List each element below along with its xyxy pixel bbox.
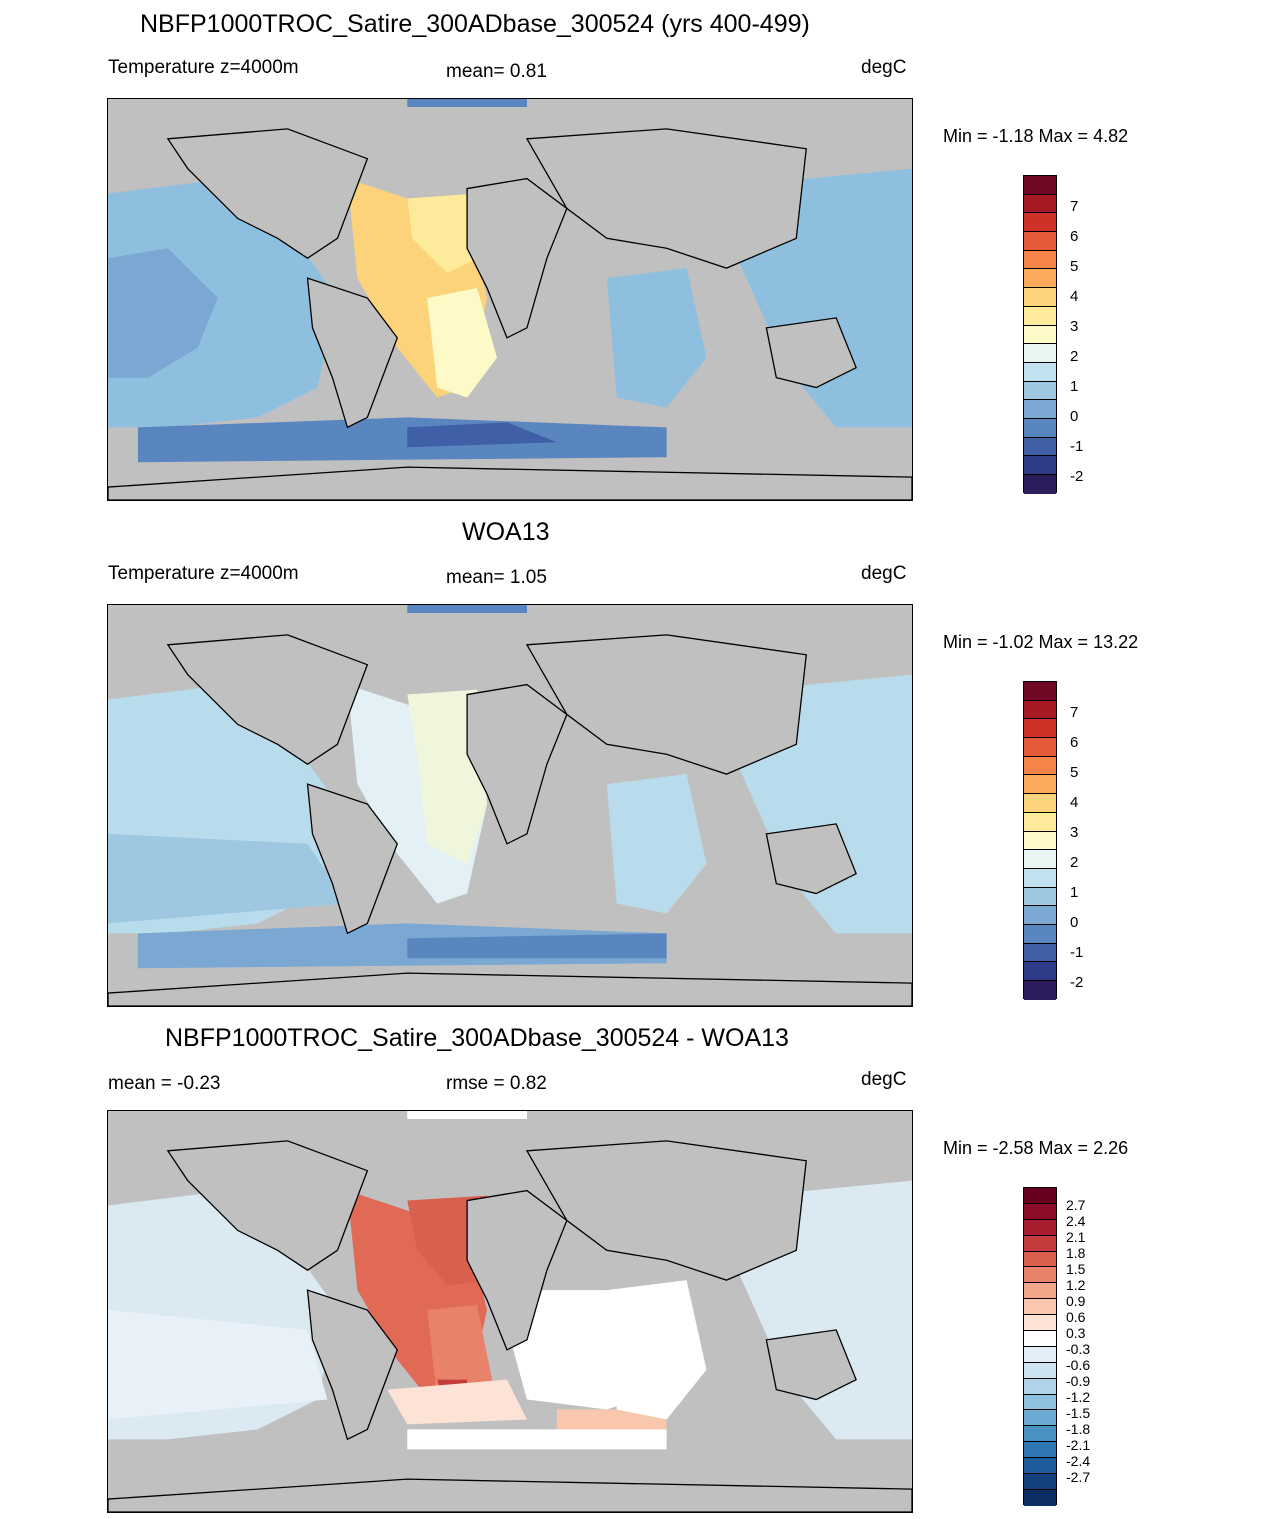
panel2-map xyxy=(107,604,913,1007)
panel2-title: WOA13 xyxy=(462,518,550,546)
panel3-units-label: degC xyxy=(861,1069,907,1090)
panel1-colorbar-tick: 1 xyxy=(1070,378,1079,395)
panel1-mean-label: mean= 0.81 xyxy=(446,61,547,82)
panel3-map xyxy=(107,1110,913,1513)
panel1-minmax-label: Min = -1.18 Max = 4.82 xyxy=(943,126,1129,146)
panel1-colorbar-tick: 3 xyxy=(1070,318,1079,335)
panel2-colorbar-tick: 6 xyxy=(1070,734,1079,751)
panel3-colorbar-tick: -2.7 xyxy=(1066,1469,1091,1485)
panel2-variable-label: Temperature z=4000m xyxy=(108,563,299,584)
panel2-colorbar-tick: 2 xyxy=(1070,854,1079,871)
panel2-units-label: degC xyxy=(861,563,907,584)
panel2-colorbar-tick: -2 xyxy=(1070,974,1084,991)
panel3-colorbar-tick: 2.4 xyxy=(1066,1213,1086,1229)
panel2-colorbar-tick: -1 xyxy=(1070,944,1084,961)
panel3-colorbar-tick: 0.6 xyxy=(1066,1309,1086,1325)
panel1-colorbar-tick: 6 xyxy=(1070,228,1079,245)
panel2-colorbar-tick: 0 xyxy=(1070,914,1079,931)
panel3-mean-label: mean = -0.23 xyxy=(108,1073,221,1094)
panel3-colorbar-tick: 1.8 xyxy=(1066,1245,1086,1261)
panel3-colorbar-tick: -0.3 xyxy=(1066,1341,1091,1357)
panel1-colorbar-tick: 2 xyxy=(1070,348,1079,365)
panel1-colorbar-tick: -1 xyxy=(1070,438,1084,455)
panel2-colorbar-tick: 7 xyxy=(1070,704,1079,721)
panel3-colorbar-tick: -1.5 xyxy=(1066,1405,1091,1421)
panel1-map xyxy=(107,98,913,501)
panel2-colorbar-tick: 3 xyxy=(1070,824,1079,841)
panel3-title: NBFP1000TROC_Satire_300ADbase_300524 - W… xyxy=(165,1024,789,1052)
panel1-colorbar-tick: 7 xyxy=(1070,198,1079,215)
panel1-colorbar xyxy=(1023,175,1057,494)
panel2-colorbar-tick: 1 xyxy=(1070,884,1079,901)
panel2-colorbar-tick: 5 xyxy=(1070,764,1079,781)
panel3-colorbar-tick: 2.7 xyxy=(1066,1197,1086,1213)
panel3-colorbar-tick: -1.8 xyxy=(1066,1421,1091,1437)
panel1-colorbar-tick: 0 xyxy=(1070,408,1079,425)
panel3-colorbar-tick: 0.3 xyxy=(1066,1325,1086,1341)
panel3-colorbar-tick: -2.4 xyxy=(1066,1453,1091,1469)
panel3-colorbar-tick: -0.9 xyxy=(1066,1373,1091,1389)
panel3-colorbar-tick: 0.9 xyxy=(1066,1293,1086,1309)
panel1-colorbar-tick: 4 xyxy=(1070,288,1079,305)
panel3-colorbar-tick: -1.2 xyxy=(1066,1389,1091,1405)
panel3-rmse-label: rmse = 0.82 xyxy=(446,1073,547,1094)
panel1-colorbar-tick: 5 xyxy=(1070,258,1079,275)
panel3-minmax-label: Min = -2.58 Max = 2.26 xyxy=(943,1138,1129,1158)
panel3-colorbar-tick: -2.1 xyxy=(1066,1437,1091,1453)
panel2-mean-label: mean= 1.05 xyxy=(446,567,547,588)
panel3-colorbar-tick: 2.1 xyxy=(1066,1229,1086,1245)
panel3-colorbar-tick: 1.2 xyxy=(1066,1277,1086,1293)
panel1-units-label: degC xyxy=(861,57,907,78)
panel3-colorbar-tick: 1.5 xyxy=(1066,1261,1086,1277)
panel1-title: NBFP1000TROC_Satire_300ADbase_300524 (yr… xyxy=(140,10,810,38)
panel2-minmax-label: Min = -1.02 Max = 13.22 xyxy=(943,632,1139,652)
panel3-colorbar-tick: -0.6 xyxy=(1066,1357,1091,1373)
panel3-colorbar xyxy=(1023,1187,1057,1506)
panel2-colorbar-tick: 4 xyxy=(1070,794,1079,811)
panel1-variable-label: Temperature z=4000m xyxy=(108,57,299,78)
panel1-colorbar-tick: -2 xyxy=(1070,468,1084,485)
panel2-colorbar xyxy=(1023,681,1057,1000)
